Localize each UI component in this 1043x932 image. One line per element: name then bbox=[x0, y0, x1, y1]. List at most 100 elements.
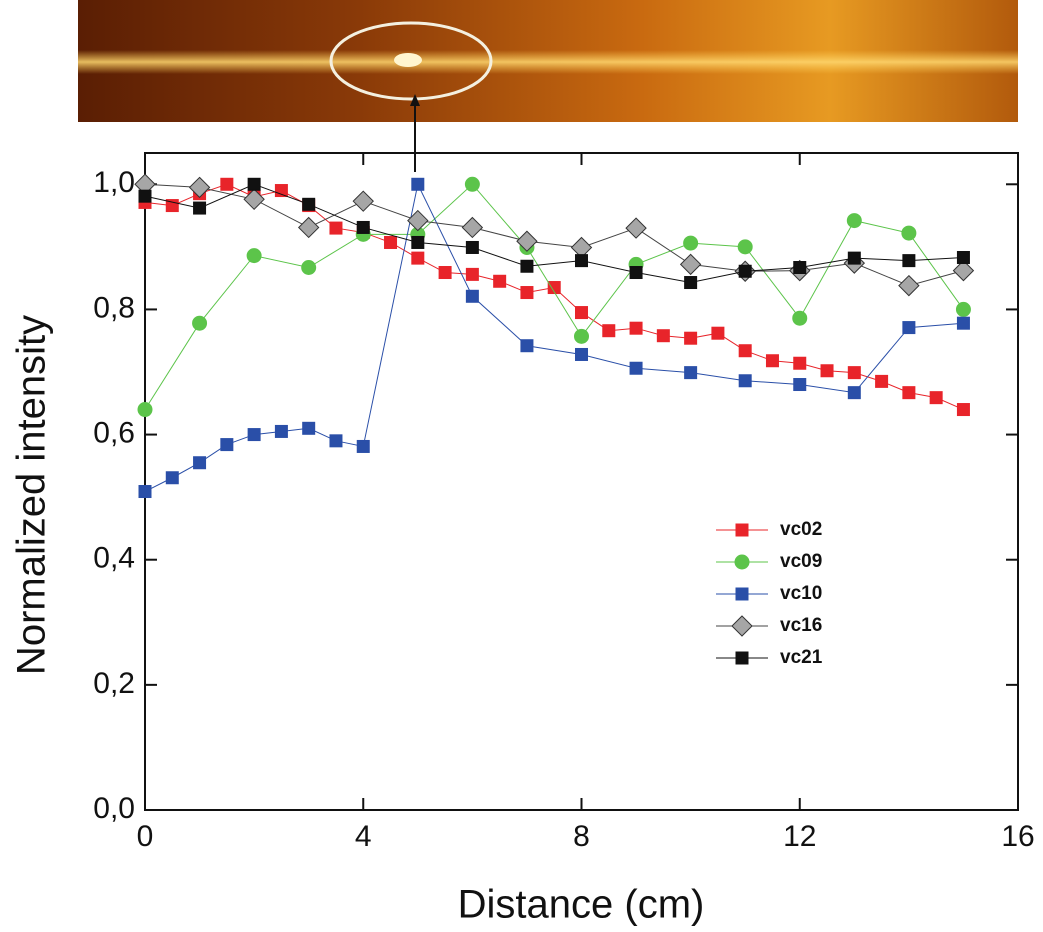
data-point bbox=[243, 188, 265, 211]
data-point bbox=[274, 424, 288, 438]
legend-label: vc02 bbox=[780, 519, 822, 540]
y-axis-title: Normalized intensity bbox=[10, 315, 54, 675]
data-point bbox=[956, 316, 970, 330]
data-point bbox=[793, 261, 807, 275]
data-point bbox=[302, 421, 316, 435]
data-point bbox=[137, 402, 153, 418]
data-point bbox=[461, 216, 484, 239]
data-point bbox=[575, 347, 588, 361]
series-line bbox=[144, 182, 964, 492]
data-point bbox=[247, 177, 261, 191]
x-tick-label: 16 bbox=[1001, 820, 1034, 853]
legend-label: vc21 bbox=[780, 647, 823, 668]
x-axis-title: Distance (cm) bbox=[458, 883, 705, 927]
data-point bbox=[352, 190, 374, 212]
x-tick-label: 12 bbox=[783, 820, 816, 853]
data-point bbox=[193, 456, 207, 470]
data-point bbox=[902, 254, 916, 268]
x-tick-label: 0 bbox=[137, 820, 154, 853]
data-point bbox=[898, 274, 920, 297]
data-point bbox=[493, 274, 507, 288]
data-point bbox=[193, 201, 207, 215]
data-point bbox=[684, 366, 698, 380]
data-point bbox=[356, 439, 370, 453]
data-point bbox=[297, 216, 320, 239]
arrow bbox=[410, 94, 420, 172]
data-point bbox=[411, 177, 425, 191]
data-point bbox=[575, 306, 588, 320]
legend-label: vc09 bbox=[780, 551, 822, 572]
legend-marker bbox=[735, 651, 749, 665]
series-line bbox=[144, 183, 964, 284]
y-tick-label: 0,8 bbox=[93, 291, 135, 324]
data-point bbox=[956, 250, 970, 264]
data-point bbox=[793, 356, 807, 370]
data-point bbox=[138, 189, 152, 203]
data-point bbox=[902, 321, 916, 335]
data-point bbox=[547, 281, 561, 295]
series-line bbox=[144, 183, 964, 410]
x-tick-label: 4 bbox=[355, 820, 372, 853]
data-point bbox=[411, 251, 425, 265]
data-point bbox=[765, 354, 779, 368]
photo bbox=[78, 0, 1018, 122]
data-point bbox=[793, 378, 807, 392]
y-tick-label: 0,6 bbox=[93, 416, 135, 449]
data-point bbox=[629, 266, 643, 280]
legend-marker bbox=[735, 587, 749, 601]
data-point bbox=[520, 339, 534, 353]
data-point bbox=[438, 266, 452, 280]
y-tick-label: 0,0 bbox=[93, 792, 135, 825]
legend-label: vc10 bbox=[780, 583, 822, 604]
legend-label: vc16 bbox=[780, 615, 822, 636]
legend-marker bbox=[731, 615, 753, 637]
data-point bbox=[679, 253, 702, 276]
data-point bbox=[302, 197, 316, 211]
x-tick-label: 8 bbox=[573, 820, 590, 853]
data-point bbox=[464, 176, 480, 192]
data-point bbox=[465, 240, 479, 254]
data-point bbox=[847, 386, 861, 400]
legend-marker bbox=[735, 523, 749, 537]
data-point bbox=[465, 267, 479, 281]
data-point bbox=[846, 213, 862, 229]
data-point bbox=[301, 260, 317, 276]
series-line bbox=[144, 183, 964, 411]
data-point bbox=[792, 310, 808, 326]
data-point bbox=[738, 344, 752, 358]
data-point bbox=[574, 328, 589, 344]
data-point bbox=[956, 403, 970, 417]
data-point bbox=[246, 248, 262, 264]
y-tick-label: 0,2 bbox=[93, 667, 135, 700]
data-point bbox=[220, 177, 234, 191]
data-point bbox=[192, 315, 208, 331]
data-point bbox=[407, 209, 429, 232]
y-tick-label: 1,0 bbox=[93, 166, 135, 199]
data-point bbox=[520, 259, 534, 273]
data-point bbox=[465, 289, 479, 303]
legend-marker bbox=[734, 554, 750, 570]
data-point bbox=[329, 434, 343, 448]
data-point bbox=[602, 324, 616, 338]
data-point bbox=[820, 364, 834, 378]
data-point bbox=[656, 329, 670, 343]
data-point bbox=[138, 485, 152, 499]
y-tick-label: 0,4 bbox=[93, 542, 135, 575]
data-point bbox=[901, 225, 917, 241]
data-point bbox=[955, 301, 971, 317]
data-point bbox=[629, 361, 643, 375]
data-point bbox=[847, 366, 861, 380]
data-point bbox=[188, 176, 211, 199]
data-point bbox=[929, 391, 943, 405]
data-point bbox=[165, 471, 179, 485]
data-point bbox=[520, 286, 534, 300]
data-point bbox=[411, 235, 425, 249]
data-point bbox=[384, 235, 398, 249]
data-point bbox=[737, 239, 753, 255]
data-point bbox=[683, 235, 699, 251]
data-point bbox=[516, 230, 538, 252]
data-point bbox=[684, 276, 698, 290]
series-line bbox=[144, 183, 964, 287]
data-point bbox=[684, 331, 698, 345]
